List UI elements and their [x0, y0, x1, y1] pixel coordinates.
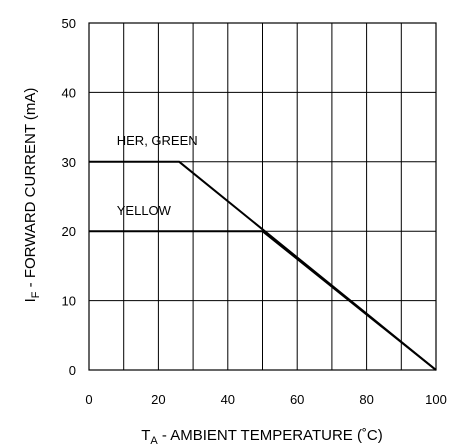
x-axis-title: TA - AMBIENT TEMPERATURE (˚C): [141, 427, 383, 447]
plot-frame: [88, 22, 437, 371]
x-tick-label: 20: [151, 392, 165, 407]
x-tick-label: 100: [425, 392, 447, 407]
x-tick-label: 0: [85, 392, 92, 407]
series-line: [89, 230, 437, 371]
series-label: HER, GREEN: [117, 133, 198, 148]
x-tick-labels: 0 20 40 60 80 100: [85, 392, 446, 407]
series-labels: HER, GREEN YELLOW: [117, 133, 198, 218]
y-tick-label: 10: [62, 294, 76, 309]
y-tick-label: 50: [62, 16, 76, 31]
grid: [89, 23, 436, 370]
y-axis-title: IF - FORWARD CURRENT (mA): [22, 88, 42, 303]
x-tick-label: 80: [359, 392, 373, 407]
y-tick-label: 30: [62, 155, 76, 170]
y-tick-labels: 0 10 20 30 40 50: [62, 16, 76, 378]
series-label: YELLOW: [117, 203, 172, 218]
y-tick-label: 20: [62, 224, 76, 239]
series-lines: [89, 160, 437, 371]
y-tick-label: 0: [69, 363, 76, 378]
x-tick-label: 60: [290, 392, 304, 407]
x-tick-label: 40: [221, 392, 235, 407]
y-tick-label: 40: [62, 85, 76, 100]
